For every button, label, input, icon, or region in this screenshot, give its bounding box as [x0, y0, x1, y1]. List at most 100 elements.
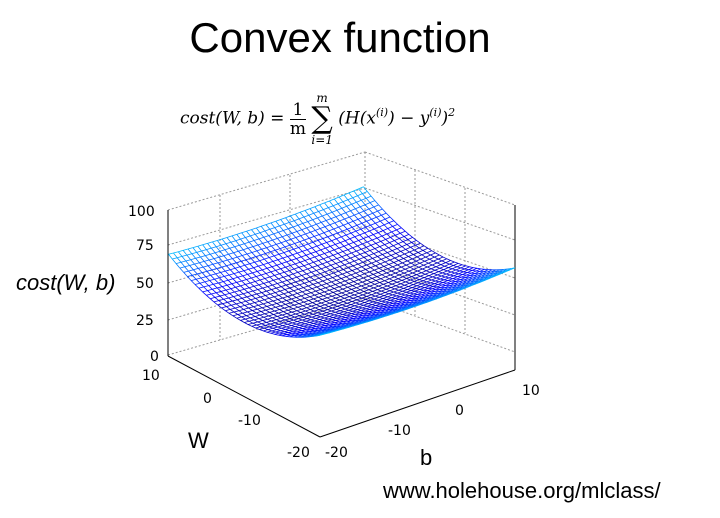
surface-mesh-line — [429, 283, 435, 287]
surface-mesh-line — [278, 252, 285, 255]
surface-mesh-line — [321, 283, 327, 286]
surface-mesh-line — [374, 248, 379, 252]
surface-mesh-line — [381, 235, 386, 240]
surface-mesh-line — [320, 247, 326, 251]
surface-mesh-line — [392, 266, 397, 270]
surface-mesh-line — [298, 316, 304, 319]
surface-mesh-line — [251, 252, 256, 257]
surface-mesh-line — [331, 238, 337, 242]
surface-mesh-line — [432, 274, 438, 278]
surface-mesh-line — [311, 245, 318, 249]
surface-mesh-line — [358, 186, 364, 190]
surface-mesh-line — [339, 218, 345, 222]
surface-mesh-line — [279, 271, 285, 275]
surface-mesh-line — [402, 297, 408, 301]
surface-mesh-line — [182, 248, 189, 251]
surface-mesh-line — [273, 255, 279, 261]
surface-mesh-line — [348, 244, 353, 249]
surface-mesh-line — [416, 240, 421, 244]
surface-mesh-line — [316, 222, 322, 225]
surface-mesh-line — [389, 259, 395, 263]
surface-mesh-line — [441, 282, 447, 286]
surface-mesh-line — [248, 287, 254, 292]
surface-mesh-line — [310, 231, 315, 237]
surface-mesh-line — [199, 281, 205, 284]
surface-mesh-line — [356, 297, 362, 301]
surface-mesh-line — [290, 215, 295, 221]
surface-mesh-line — [433, 260, 438, 264]
surface-mesh-line — [271, 304, 276, 308]
surface-mesh-line — [341, 307, 346, 310]
surface-mesh-line — [282, 234, 288, 238]
surface-mesh-line — [315, 251, 320, 256]
surface-mesh-line — [239, 245, 244, 250]
surface-mesh-line — [432, 286, 438, 290]
surface-mesh-line — [246, 252, 253, 255]
surface-mesh-line — [421, 281, 427, 285]
surface-mesh-line — [334, 301, 339, 304]
surface-mesh-line — [371, 294, 376, 297]
surface-mesh-line — [299, 284, 304, 288]
surface-mesh-line — [404, 266, 411, 270]
surface-mesh-line — [352, 265, 358, 270]
surface-mesh-line — [338, 270, 343, 275]
surface-mesh-line — [382, 208, 387, 214]
surface-mesh-line — [234, 291, 239, 296]
surface-mesh-line — [396, 229, 401, 234]
surface-mesh-line — [273, 278, 279, 281]
surface-mesh-line — [305, 310, 310, 314]
surface-mesh-line — [286, 259, 292, 263]
surface-mesh-line — [360, 226, 366, 230]
surface-mesh-line — [296, 322, 302, 325]
surface-mesh-line — [271, 303, 277, 306]
surface-mesh-line — [267, 286, 272, 290]
surface-mesh-line — [454, 270, 460, 274]
surface-mesh-line — [397, 276, 404, 280]
surface-mesh-line — [297, 319, 303, 322]
surface-mesh-line — [168, 254, 173, 260]
surface-mesh-line — [425, 282, 431, 286]
surface-mesh-line — [401, 291, 407, 295]
surface-mesh-line — [297, 291, 303, 294]
surface-mesh-line — [378, 267, 384, 271]
surface-mesh-line — [403, 258, 408, 262]
surface-mesh-line — [395, 296, 401, 299]
surface-mesh-line — [240, 300, 247, 303]
surface-mesh-line — [253, 319, 258, 323]
surface-mesh-line — [202, 243, 208, 246]
surface-mesh-line — [404, 268, 410, 272]
surface-mesh-line — [205, 253, 211, 256]
surface-mesh-line — [297, 251, 303, 254]
surface-mesh-line — [274, 225, 280, 228]
surface-mesh-line — [274, 227, 279, 233]
surface-mesh-line — [251, 325, 256, 329]
surface-mesh-line — [392, 224, 398, 227]
surface-mesh-line — [302, 289, 308, 293]
surface-mesh-line — [308, 241, 314, 245]
surface-mesh-line — [312, 302, 317, 305]
surface-mesh-line — [466, 272, 472, 276]
surface-mesh-line — [213, 300, 219, 303]
surface-mesh-line — [359, 302, 365, 305]
surface-mesh-line — [358, 258, 364, 263]
surface-mesh-line — [368, 208, 373, 214]
surface-mesh-line — [251, 293, 257, 296]
surface-mesh-line — [274, 320, 281, 324]
surface-mesh-line — [451, 291, 457, 294]
surface-mesh-line — [333, 203, 339, 207]
surface-mesh-line — [292, 224, 299, 228]
surface-mesh-line — [283, 321, 289, 324]
surface-mesh-line — [450, 260, 455, 263]
surface-mesh-line — [355, 302, 360, 305]
surface-mesh-line — [258, 265, 263, 271]
surface-mesh-line — [336, 256, 342, 259]
surface-mesh-line — [292, 308, 297, 312]
surface-mesh-line — [212, 264, 217, 269]
surface-mesh-line — [358, 277, 364, 281]
surface-mesh-line — [290, 302, 295, 306]
surface-mesh-line — [327, 259, 333, 263]
surface-mesh-line — [370, 280, 377, 283]
surface-mesh-line — [265, 308, 271, 311]
surface-mesh-line — [285, 266, 290, 271]
surface-mesh-line — [362, 191, 368, 194]
